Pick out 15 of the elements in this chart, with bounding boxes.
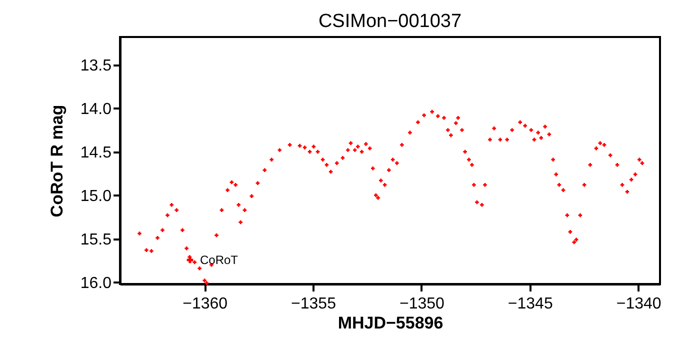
x-tick-label: −1345 [508,296,553,312]
y-axis-title: CoRoT R mag [47,104,66,218]
y-tick-label: 13.5 [80,57,112,74]
y-tick-label: 16.0 [80,274,112,292]
legend-label: CoRoT [200,253,239,267]
x-tick-label: −1355 [291,296,336,312]
x-tick-label: −1340 [616,296,662,312]
y-tick-label: 15.5 [80,231,112,248]
y-tick-label: 14.0 [80,100,112,118]
x-axis-title: MHJD−55896 [338,314,444,332]
x-tick-label: −1360 [182,296,228,312]
x-tick-label: −1350 [399,296,445,312]
chart-title: CSIMon−001037 [318,11,462,32]
y-tick-label: 14.5 [80,144,112,162]
y-tick-label: 15.0 [80,188,112,205]
